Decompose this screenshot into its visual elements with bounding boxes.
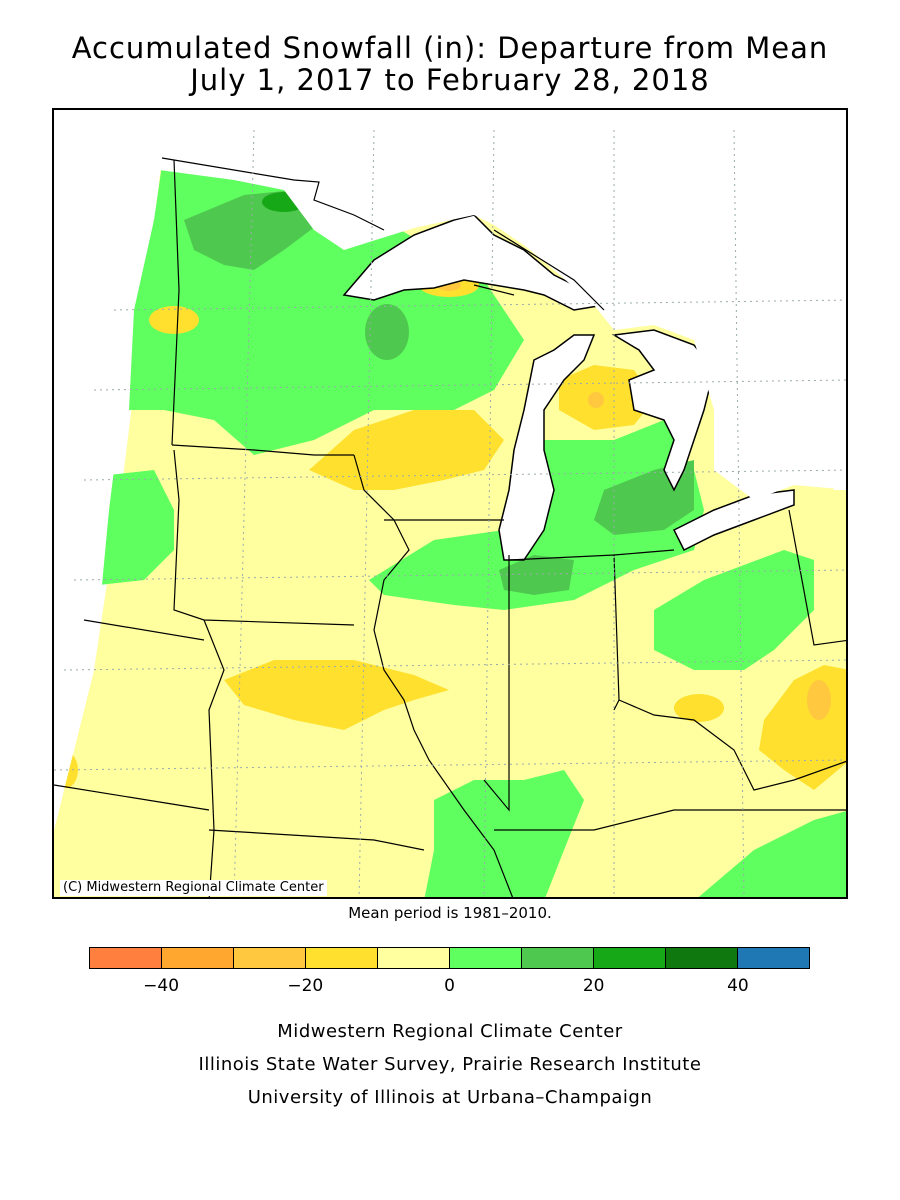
map-title: Accumulated Snowfall (in): Departure fro… xyxy=(71,31,829,65)
credit-line-2: Illinois State Water Survey, Prairie Res… xyxy=(198,1054,702,1075)
canada xyxy=(159,110,846,500)
legend-swatch xyxy=(162,948,234,968)
legend-tick-label: 40 xyxy=(727,976,749,996)
copyright-label: (C) Midwestern Regional Climate Center xyxy=(60,880,327,896)
lake-erie xyxy=(672,489,795,552)
legend-swatch xyxy=(378,948,450,968)
credit-line-1: Midwestern Regional Climate Center xyxy=(277,1021,623,1042)
state-borders xyxy=(54,157,846,897)
credit-line-3: University of Illinois at Urbana–Champai… xyxy=(247,1087,653,1108)
legend-swatch xyxy=(90,948,162,968)
region-minus-30-to-20-wv xyxy=(807,680,831,720)
region-minus-20-to-10-illinois xyxy=(224,660,449,730)
region-minus-30-to-20-mi xyxy=(588,392,604,408)
outside-right xyxy=(794,110,846,490)
legend-swatch xyxy=(738,948,809,968)
legend-swatch xyxy=(522,948,594,968)
map-panel xyxy=(52,108,848,899)
legend-tick-label: 0 xyxy=(444,976,455,996)
legend-tick-label: −40 xyxy=(143,976,180,996)
region-minus-20-to-10-nw-mn xyxy=(149,306,199,334)
legend-tick-label: 20 xyxy=(582,976,605,996)
legend-swatch xyxy=(666,948,738,968)
color-legend xyxy=(89,947,810,969)
region-0-to-10-southeast xyxy=(698,811,846,897)
legend-swatch xyxy=(306,948,378,968)
map-date-range: July 1, 2017 to February 28, 2018 xyxy=(190,63,710,97)
region-10-to-20-indiana xyxy=(499,555,574,595)
region-0-to-10-west xyxy=(99,470,174,585)
region-0-to-10-ohio xyxy=(654,550,814,670)
legend-swatch xyxy=(450,948,522,968)
lake-michigan xyxy=(498,334,596,561)
lat-long-grid xyxy=(54,129,846,897)
outside-left xyxy=(54,110,159,830)
legend-swatch xyxy=(594,948,666,968)
region-minus-20-to-10-ky xyxy=(674,694,724,722)
legend-tick-label: −20 xyxy=(287,976,324,996)
mean-period-note: Mean period is 1981–2010. xyxy=(348,904,552,922)
region-10-to-20-wisconsin xyxy=(365,304,409,360)
region-0-to-10-south xyxy=(424,770,584,897)
snowfall-map xyxy=(54,110,846,897)
legend-swatch xyxy=(234,948,306,968)
